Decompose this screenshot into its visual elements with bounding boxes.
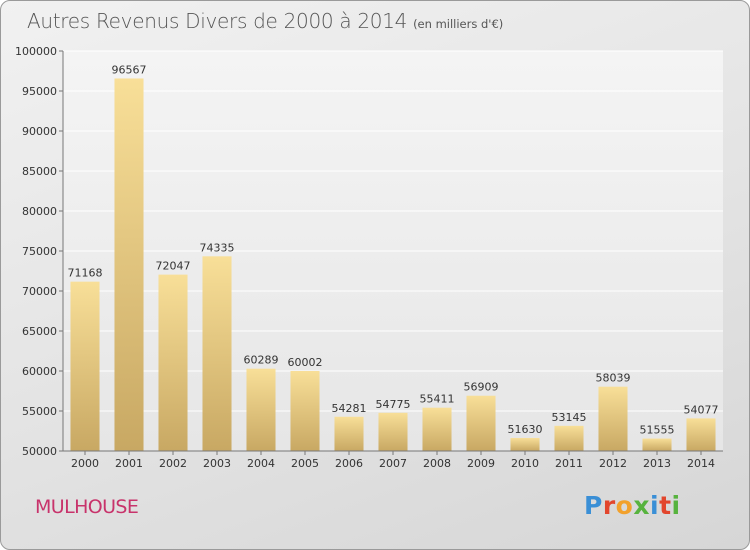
y-tick-label: 95000	[22, 85, 57, 98]
x-tick-label: 2005	[291, 457, 319, 470]
bar-2005[interactable]	[290, 370, 320, 451]
value-label: 51555	[640, 424, 675, 437]
bar-2011[interactable]	[554, 425, 584, 451]
city-name: MULHOUSE	[35, 496, 139, 518]
y-tick-label: 55000	[22, 405, 57, 418]
logo-letter: o	[615, 491, 634, 520]
bar-2002[interactable]	[158, 274, 188, 451]
x-tick-label: 2011	[555, 457, 583, 470]
y-tick-label: 100000	[15, 45, 57, 58]
value-label: 56909	[464, 381, 499, 394]
y-tick-label: 85000	[22, 165, 57, 178]
bar-2003[interactable]	[202, 256, 232, 451]
bar-2001[interactable]	[114, 78, 144, 452]
logo-letter: r	[602, 491, 616, 520]
bar-2006[interactable]	[334, 416, 364, 451]
x-tick-label: 2012	[599, 457, 627, 470]
y-tick-label: 70000	[22, 285, 57, 298]
value-label: 54077	[684, 403, 719, 416]
y-tick-label: 60000	[22, 365, 57, 378]
value-label: 54775	[376, 398, 411, 411]
value-label: 60289	[244, 354, 279, 367]
x-tick-label: 2004	[247, 457, 275, 470]
x-tick-label: 2008	[423, 457, 451, 470]
value-label: 58039	[596, 372, 631, 385]
bar-2007[interactable]	[378, 412, 408, 451]
x-tick-label: 2010	[511, 457, 539, 470]
x-tick-label: 2009	[467, 457, 495, 470]
grid-layer	[63, 50, 723, 452]
value-label: 71168	[68, 267, 103, 280]
logo-letter: i	[671, 491, 681, 520]
bar-2010[interactable]	[510, 437, 540, 451]
value-label: 54281	[332, 402, 367, 415]
chart-title: Autres Revenus Divers de 2000 à 2014	[27, 9, 408, 33]
title-row: Autres Revenus Divers de 2000 à 2014 (en …	[27, 9, 503, 33]
logo-letter: x	[633, 491, 650, 520]
value-label: 55411	[420, 393, 455, 406]
value-label: 51630	[508, 423, 543, 436]
logo-letter: t	[659, 491, 672, 520]
x-tick-label: 2006	[335, 457, 363, 470]
x-tick-label: 2002	[159, 457, 187, 470]
label-layer: 71168 96567 72047 74335 60289 60002 54281 54775…	[68, 63, 719, 436]
bar-2004[interactable]	[246, 368, 276, 451]
logo-letter: P	[584, 491, 603, 520]
x-tick-label: 2000	[71, 457, 99, 470]
x-tick-label: 2014	[687, 457, 715, 470]
x-tick-label: 2001	[115, 457, 143, 470]
y-tick-label: 50000	[22, 445, 57, 458]
value-label: 72047	[156, 260, 191, 273]
chart-unit: (en milliers d'€)	[413, 17, 504, 31]
y-tick-label: 90000	[22, 125, 57, 138]
proxiti-logo[interactable]: Proxiti	[584, 491, 681, 520]
axis-layer: 50000 55000 60000 65000 70000 75000 80000 85000…	[15, 45, 723, 470]
bar-layer	[70, 78, 716, 452]
y-tick-label: 80000	[22, 205, 57, 218]
value-label: 53145	[552, 411, 587, 424]
value-label: 96567	[112, 63, 147, 76]
x-tick-label: 2013	[643, 457, 671, 470]
bar-2014[interactable]	[686, 418, 716, 451]
bar-2013[interactable]	[642, 438, 672, 451]
x-tick-label: 2003	[203, 457, 231, 470]
y-tick-label: 75000	[22, 245, 57, 258]
x-tick-label: 2007	[379, 457, 407, 470]
value-label: 60002	[288, 356, 323, 369]
bar-2009[interactable]	[466, 395, 496, 451]
y-tick-label: 65000	[22, 325, 57, 338]
bar-2012[interactable]	[598, 386, 628, 451]
logo-letter: i	[650, 491, 660, 520]
bar-2000[interactable]	[70, 281, 100, 451]
bar-2008[interactable]	[422, 407, 452, 451]
value-label: 74335	[200, 241, 235, 254]
